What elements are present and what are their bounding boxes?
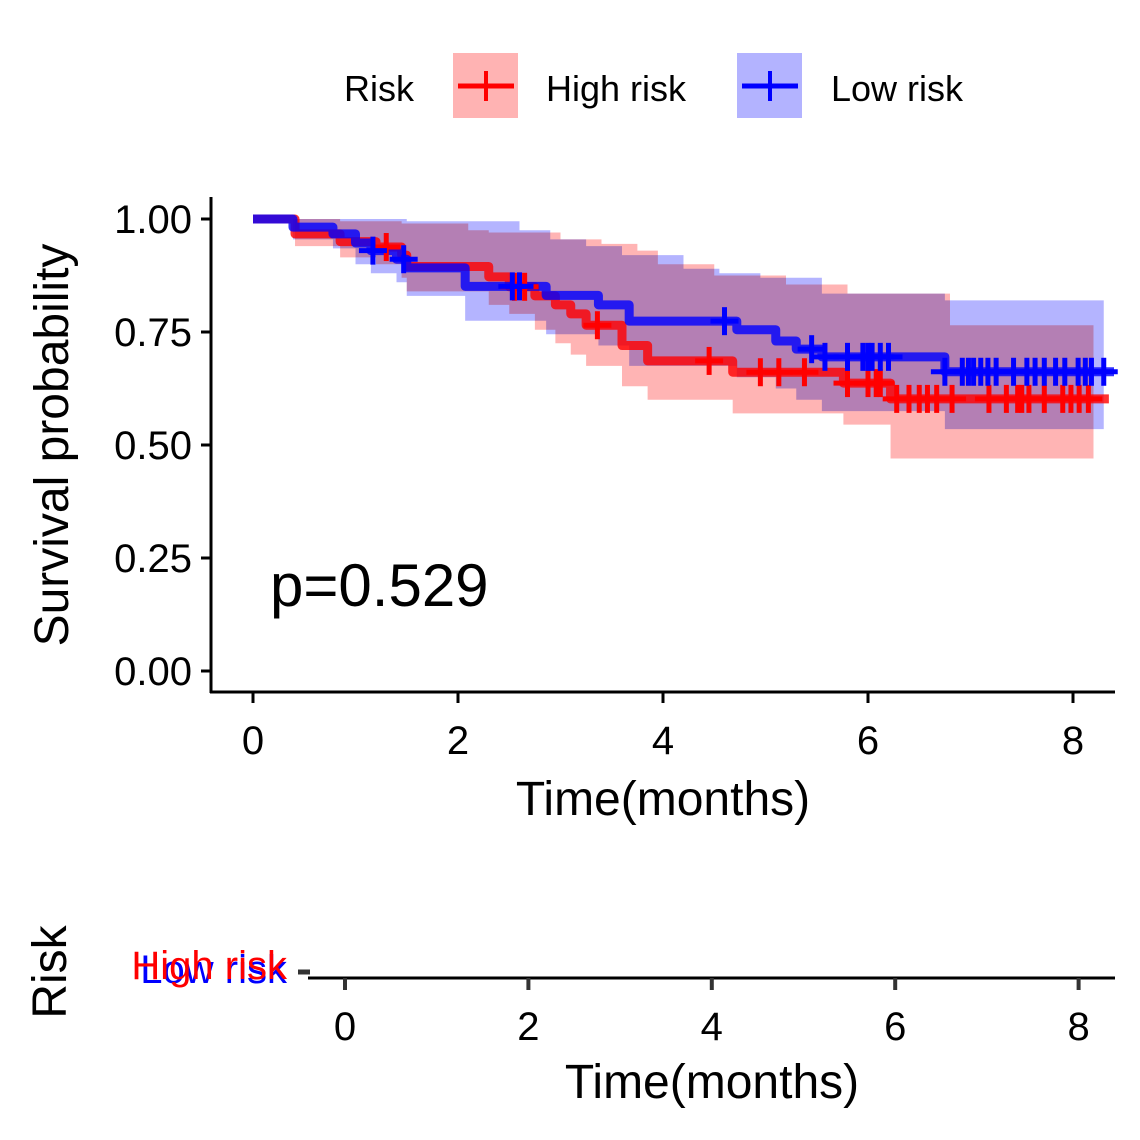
risk-table-x-axis-title: Time(months) xyxy=(565,1056,859,1109)
y-axis-ticks: 0.00 0.25 0.50 0.75 1.00 xyxy=(114,198,211,694)
legend-item-low-risk[interactable]: Low risk xyxy=(737,53,964,118)
censor-mark-high-risk xyxy=(790,358,819,387)
censor-mark-high-risk xyxy=(372,233,401,262)
x-axis-ticks: 0 2 4 6 8 xyxy=(242,692,1084,763)
x-tick-label: 8 xyxy=(1062,719,1084,763)
y-tick-label: 1.00 xyxy=(114,198,192,242)
y-tick-label: 0.50 xyxy=(114,424,192,468)
legend-label-low-risk: Low risk xyxy=(831,68,964,109)
censor-mark-high-risk xyxy=(866,369,895,398)
legend: Risk High risk Low risk xyxy=(344,53,964,118)
risk-table-row-label-high-risk: High risk xyxy=(131,944,288,988)
y-axis-title: Survival probability xyxy=(26,244,79,647)
y-tick-label: 0.75 xyxy=(114,311,192,355)
survival-curves xyxy=(253,214,1114,404)
risk-table-x-tick-label: 4 xyxy=(701,1005,723,1049)
legend-title: Risk xyxy=(344,68,415,109)
risk-table-title: Risk xyxy=(24,924,77,1018)
censor-mark-high-risk xyxy=(938,384,967,413)
risk-table-x-ticks: 0 2 4 6 8 xyxy=(334,978,1090,1049)
x-tick-label: 6 xyxy=(857,719,879,763)
legend-label-high-risk: High risk xyxy=(546,68,687,109)
risk-table-x-tick-label: 6 xyxy=(884,1005,906,1049)
censor-mark-low-risk xyxy=(389,245,418,274)
risk-table-row-label-low-risk: Low risk xyxy=(140,948,288,992)
risk-table-x-tick-label: 0 xyxy=(334,1005,356,1049)
x-tick-label: 0 xyxy=(242,719,264,763)
risk-table-x-tick-label: 8 xyxy=(1067,1005,1089,1049)
legend-item-high-risk[interactable]: High risk xyxy=(453,53,687,118)
y-tick-label: 0.00 xyxy=(114,650,192,694)
censor-mark-low-risk xyxy=(710,307,739,336)
censor-marks xyxy=(358,233,1118,413)
censor-mark-high-risk xyxy=(1074,384,1103,413)
censor-mark-low-risk xyxy=(505,272,534,301)
x-axis-title: Time(months) xyxy=(516,773,810,826)
survival-curve-low-risk xyxy=(253,214,1114,377)
censor-mark-high-risk xyxy=(583,311,612,340)
censor-mark-low-risk xyxy=(874,342,903,371)
x-tick-label: 2 xyxy=(447,719,469,763)
x-tick-label: 4 xyxy=(652,719,674,763)
y-tick-label: 0.25 xyxy=(114,537,192,581)
risk-table-x-tick-label: 2 xyxy=(517,1005,539,1049)
censor-mark-high-risk xyxy=(695,346,724,375)
censor-mark-high-risk xyxy=(764,358,793,387)
censor-mark-low-risk xyxy=(358,236,387,265)
censor-mark-low-risk xyxy=(1089,357,1118,386)
p-value-annotation: p=0.529 xyxy=(270,552,489,619)
